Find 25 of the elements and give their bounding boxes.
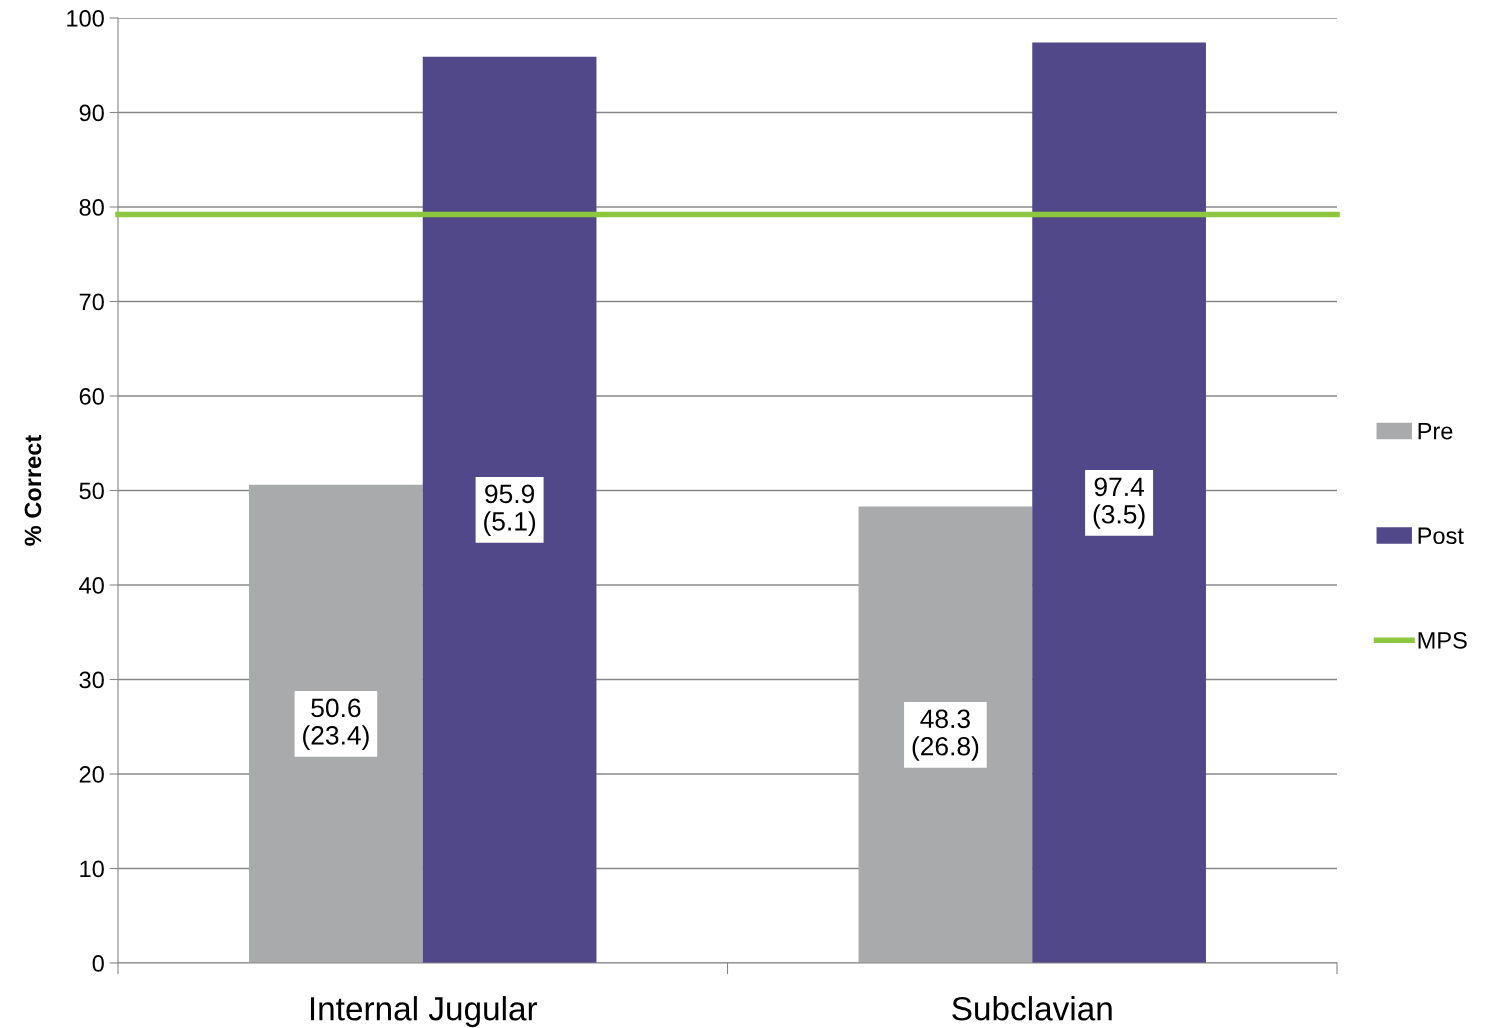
legend-label: MPS xyxy=(1418,632,1467,649)
y-tick-label: 10 xyxy=(80,860,104,878)
data-label: 50.6 (23.4) xyxy=(303,698,369,750)
data-label: 48.3 (26.8) xyxy=(912,709,979,761)
x-tick-label: Internal Jugular xyxy=(310,996,538,1028)
bar xyxy=(422,56,597,963)
y-tick-label: 30 xyxy=(79,671,104,689)
y-tick-label: 70 xyxy=(79,293,104,311)
y-tick-label: 20 xyxy=(79,766,104,783)
y-tick-label: 90 xyxy=(79,104,104,122)
legend-label: Pre xyxy=(1418,422,1453,440)
legend-label: Post xyxy=(1418,527,1464,545)
y-tick-label: 60 xyxy=(79,388,104,405)
data-label: 95.9 (5.1) xyxy=(484,484,536,536)
bar xyxy=(249,484,423,963)
bar xyxy=(1032,42,1206,963)
data-label: 97.4 (3.5) xyxy=(1093,477,1145,529)
bar xyxy=(858,506,1033,963)
y-tick-label: 0 xyxy=(92,955,104,972)
x-tick-label: Subclavian xyxy=(952,996,1112,1021)
y-tick-label: 100 xyxy=(67,10,104,27)
y-tick-label: 50 xyxy=(79,482,104,500)
y-tick-label: 40 xyxy=(79,577,104,594)
y-tick-label: 80 xyxy=(79,199,104,216)
y-axis-title: % Correct xyxy=(24,435,42,546)
